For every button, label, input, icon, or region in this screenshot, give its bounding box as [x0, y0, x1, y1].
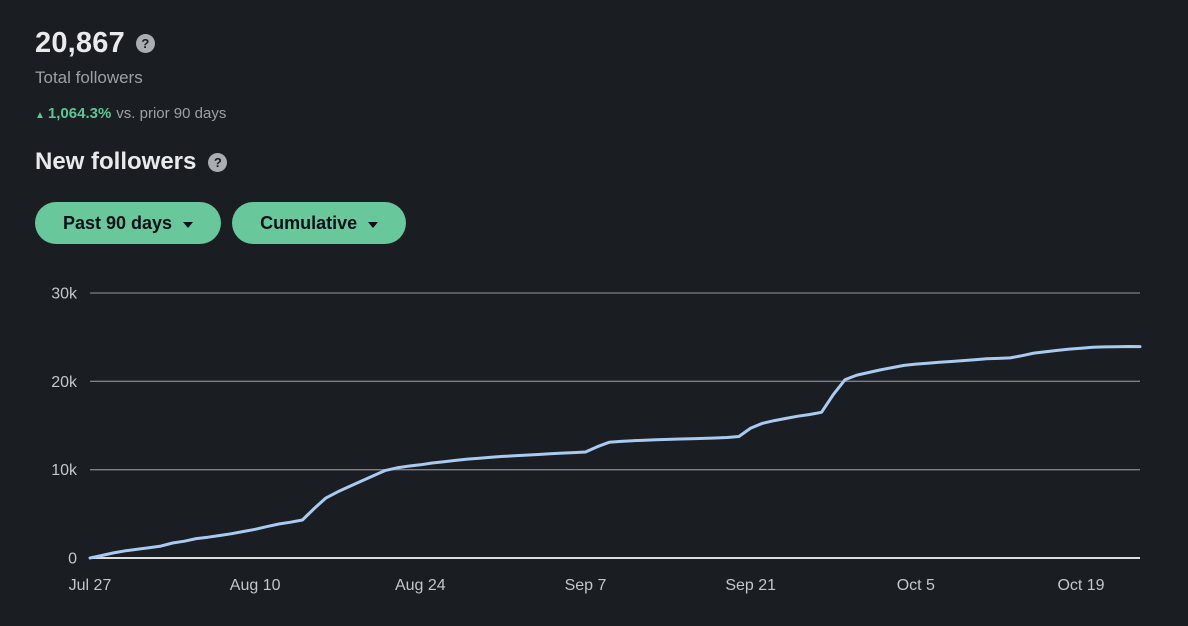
metric-mode-dropdown[interactable]: Cumulative — [232, 202, 407, 244]
x-axis-label: Oct 5 — [897, 577, 935, 594]
x-axis-label: Aug 10 — [230, 577, 281, 594]
total-followers-help-icon[interactable]: ? — [135, 33, 155, 53]
x-axis-label: Oct 19 — [1057, 577, 1104, 594]
x-axis-label: Jul 27 — [69, 577, 112, 594]
total-followers-value: 20,867 — [35, 27, 125, 59]
x-axis-label: Aug 24 — [395, 577, 446, 594]
x-axis-label: Sep 21 — [725, 577, 776, 594]
followers-change-row: ▲ 1,064.3% vs. prior 90 days — [35, 105, 226, 122]
y-axis-label: 30k — [51, 286, 78, 303]
chevron-down-icon — [183, 221, 194, 228]
chevron-down-icon — [368, 221, 379, 228]
change-context: vs. prior 90 days — [116, 105, 227, 122]
chart-filters: Past 90 days Cumulative — [35, 202, 407, 244]
y-axis-label: 0 — [68, 551, 77, 568]
date-range-dropdown[interactable]: Past 90 days — [35, 202, 222, 244]
section-title: New followers — [35, 148, 197, 175]
increase-triangle-icon: ▲ — [35, 110, 45, 121]
y-axis-label: 20k — [51, 374, 78, 391]
total-followers-label: Total followers — [35, 68, 143, 87]
date-range-label: Past 90 days — [63, 212, 173, 233]
cumulative-line-series[interactable] — [88, 345, 1142, 560]
x-axis-label: Sep 7 — [565, 577, 607, 594]
new-followers-help-icon[interactable]: ? — [208, 152, 228, 172]
y-axis-label: 10k — [51, 462, 78, 479]
metric-mode-label: Cumulative — [260, 212, 358, 233]
total-followers-stat: 20,867 ? — [35, 26, 155, 60]
new-followers-header: New followers ? — [35, 146, 228, 178]
change-percent: 1,064.3% — [47, 105, 112, 122]
